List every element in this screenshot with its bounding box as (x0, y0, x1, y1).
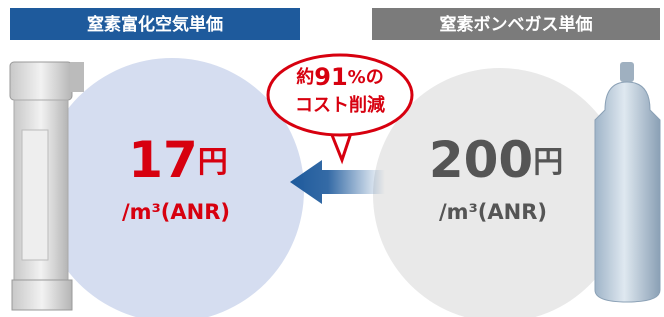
arrow (290, 160, 385, 204)
callout-number: 91 (314, 63, 347, 91)
callout-suffix: %の (348, 67, 384, 88)
right-header: 窒素ボンベガス単価 (440, 14, 593, 35)
left-price-number: 17 (128, 131, 198, 189)
callout-prefix: 約 (296, 66, 314, 88)
gas-cylinder (595, 62, 660, 302)
left-price-unit: 円 (198, 145, 228, 180)
right-price-unit: 円 (533, 145, 563, 180)
left-per: /m³(ANR) (122, 200, 230, 224)
left-header: 窒素富化空気単価 (87, 14, 223, 35)
right-per: /m³(ANR) (439, 200, 547, 224)
callout-line1: 約91%の (296, 63, 383, 91)
infographic: 窒素富化空気単価 窒素ボンベガス単価 約91%の コスト削減 17円 /m³(A… (0, 0, 664, 317)
right-price-number: 200 (429, 131, 533, 189)
callout-line2: コスト削減 (295, 94, 385, 116)
